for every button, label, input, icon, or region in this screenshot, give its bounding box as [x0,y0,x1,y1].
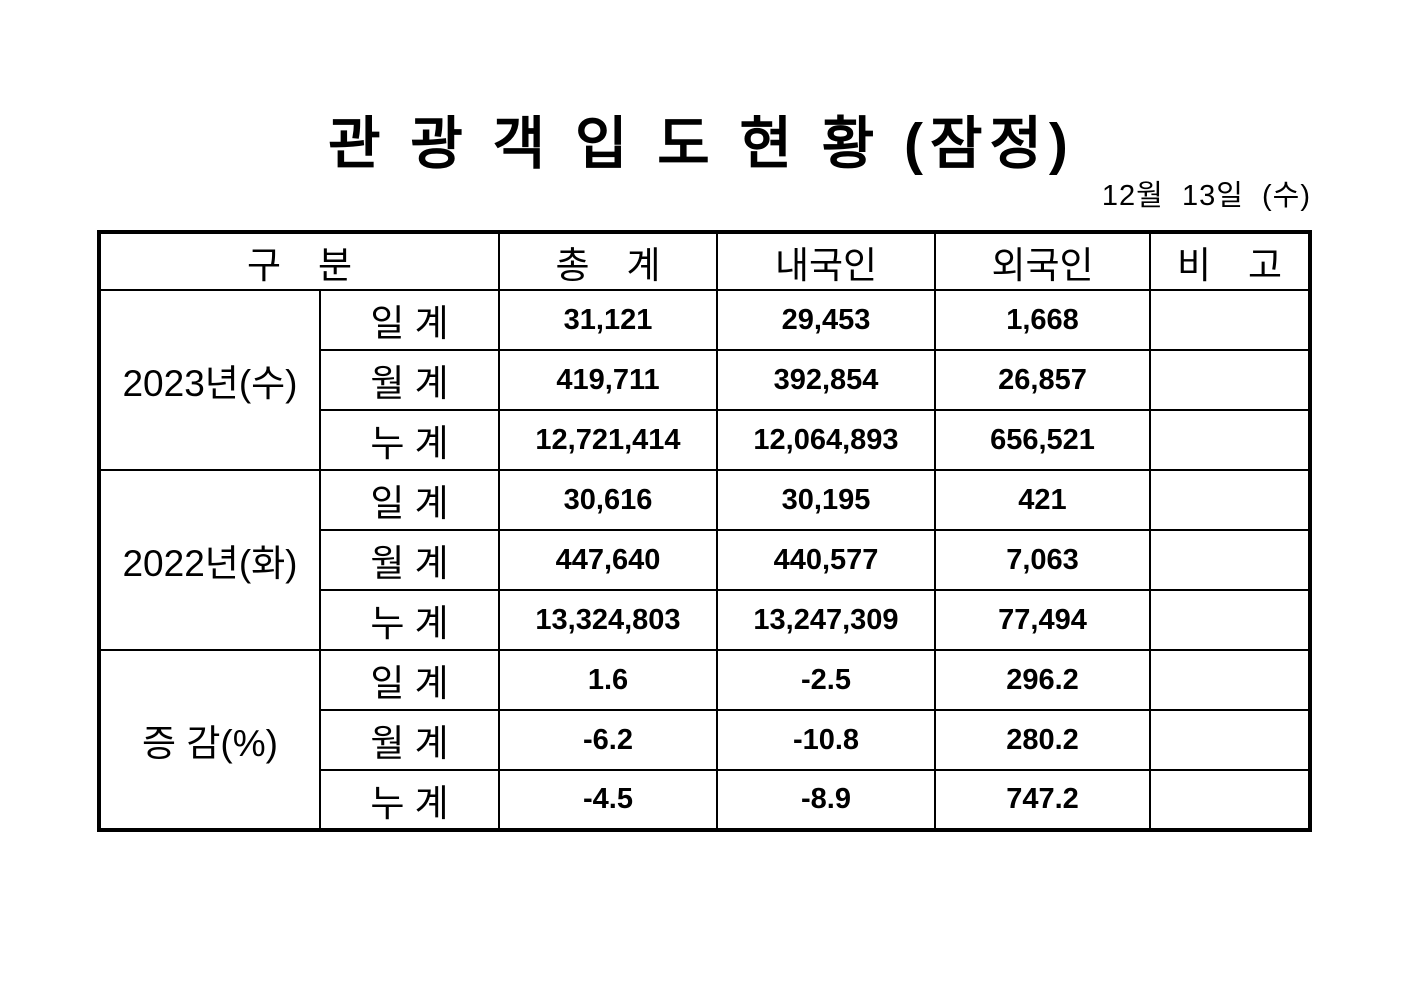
cell-2023-cumulative-domestic: 12,064,893 [716,409,936,471]
cell-2023-cumulative-foreign: 656,521 [934,409,1151,471]
col-header-domestic: 내국인 [716,231,936,291]
cell-change-monthly-domestic: -10.8 [716,709,936,771]
cell-2022-daily-total: 30,616 [498,469,718,531]
cell-change-cumulative-domestic: -8.9 [716,769,936,831]
row-label-change-cumulative: 누 계 [319,769,500,831]
col-header-total: 총 계 [498,231,718,291]
col-header-category: 구 분 [98,231,500,291]
cell-2022-monthly-foreign: 7,063 [934,529,1151,591]
cell-2022-cumulative-domestic: 13,247,309 [716,589,936,651]
cell-2023-daily-domestic: 29,453 [716,289,936,351]
cell-change-monthly-note [1149,709,1311,771]
cell-change-daily-total: 1.6 [498,649,718,711]
header-row: 구 분 총 계 내국인 외국인 비 고 [98,231,1311,291]
cell-change-daily-note [1149,649,1311,711]
cell-2022-cumulative-total: 13,324,803 [498,589,718,651]
cell-2023-monthly-note [1149,349,1311,411]
cell-2023-cumulative-note [1149,409,1311,471]
cell-2022-daily-foreign: 421 [934,469,1151,531]
cell-2023-monthly-total: 419,711 [498,349,718,411]
cell-change-monthly-total: -6.2 [498,709,718,771]
cell-2022-monthly-note [1149,529,1311,591]
tourist-arrivals-table: 구 분 총 계 내국인 외국인 비 고 2023년(수) 일 계 31,121 … [97,230,1312,832]
row-group-change: 증 감(%) [98,649,321,831]
row-label-2022-cumulative: 누 계 [319,589,500,651]
row-label-2022-monthly: 월 계 [319,529,500,591]
row-group-2023: 2023년(수) [98,289,321,471]
table-row: 월 계 447,640 440,577 7,063 [99,529,1311,591]
cell-2022-monthly-total: 447,640 [498,529,718,591]
row-label-change-daily: 일 계 [319,649,500,711]
cell-2022-daily-note [1149,469,1311,531]
cell-change-daily-foreign: 296.2 [934,649,1151,711]
row-label-change-monthly: 월 계 [319,709,500,771]
cell-change-monthly-foreign: 280.2 [934,709,1151,771]
row-label-2023-monthly: 월 계 [319,349,500,411]
table-row: 2023년(수) 일 계 31,121 29,453 1,668 [98,289,1311,471]
cell-2022-daily-domestic: 30,195 [716,469,936,531]
cell-2023-daily-total: 31,121 [498,289,718,351]
table-row: 누 계 13,324,803 13,247,309 77,494 [99,589,1311,651]
table-row: 월 계 419,711 392,854 26,857 [99,349,1311,411]
cell-change-daily-domestic: -2.5 [716,649,936,711]
cell-change-cumulative-foreign: 747.2 [934,769,1151,831]
cell-2023-cumulative-total: 12,721,414 [498,409,718,471]
row-label-2022-daily: 일 계 [319,469,500,531]
row-group-2022: 2022년(화) [98,469,321,651]
cell-change-cumulative-note [1149,769,1311,831]
table-row: 월 계 -6.2 -10.8 280.2 [99,709,1311,771]
cell-2022-cumulative-foreign: 77,494 [934,589,1151,651]
cell-2023-monthly-domestic: 392,854 [716,349,936,411]
cell-2023-daily-note [1149,289,1311,351]
table-row: 누 계 12,721,414 12,064,893 656,521 [99,409,1311,471]
cell-2022-cumulative-note [1149,589,1311,651]
table-row: 증 감(%) 일 계 1.6 -2.5 296.2 [98,649,1311,831]
table-row: 2022년(화) 일 계 30,616 30,195 421 [98,469,1311,651]
table-row: 누 계 -4.5 -8.9 747.2 [99,769,1311,831]
cell-2023-daily-foreign: 1,668 [934,289,1151,351]
col-header-note: 비 고 [1149,231,1311,291]
row-label-2023-cumulative: 누 계 [319,409,500,471]
col-header-foreign: 외국인 [934,231,1151,291]
cell-2023-monthly-foreign: 26,857 [934,349,1151,411]
cell-2022-monthly-domestic: 440,577 [716,529,936,591]
cell-change-cumulative-total: -4.5 [498,769,718,831]
row-label-2023-daily: 일 계 [319,289,500,351]
report-date: 12월 13일 (수) [1101,180,1311,212]
page-title: 관 광 객 입 도 현 황 (잠정) [328,112,1075,176]
